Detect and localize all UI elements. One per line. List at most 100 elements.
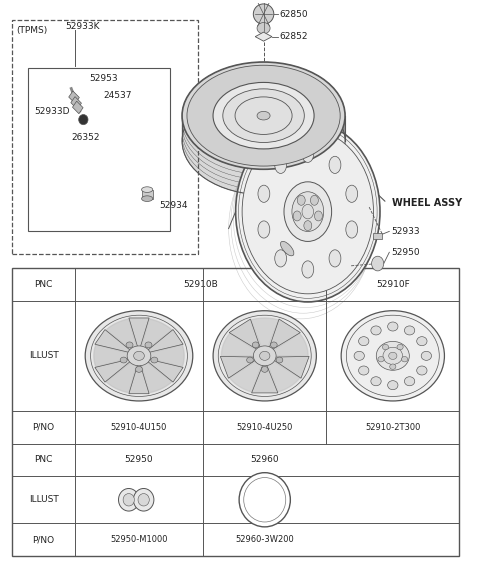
Ellipse shape	[182, 82, 345, 190]
Polygon shape	[139, 319, 172, 356]
Ellipse shape	[145, 342, 152, 348]
Ellipse shape	[120, 357, 127, 363]
Polygon shape	[252, 363, 278, 393]
Polygon shape	[251, 318, 279, 356]
Ellipse shape	[182, 72, 345, 180]
Polygon shape	[106, 319, 139, 356]
Ellipse shape	[372, 256, 384, 271]
Text: PNC: PNC	[35, 455, 53, 465]
Ellipse shape	[347, 315, 439, 397]
Ellipse shape	[236, 121, 380, 302]
Ellipse shape	[135, 367, 143, 372]
Ellipse shape	[213, 83, 314, 149]
Bar	[71, 97, 82, 109]
Ellipse shape	[346, 221, 358, 238]
Text: 52933D: 52933D	[35, 107, 70, 116]
Ellipse shape	[218, 315, 311, 397]
Polygon shape	[265, 333, 308, 356]
Ellipse shape	[329, 156, 341, 173]
Text: P/NO: P/NO	[33, 535, 55, 544]
Ellipse shape	[138, 494, 149, 506]
Text: PNC: PNC	[35, 280, 53, 289]
Ellipse shape	[276, 357, 283, 363]
Ellipse shape	[388, 322, 398, 331]
Ellipse shape	[127, 346, 151, 366]
Polygon shape	[95, 329, 132, 353]
Ellipse shape	[314, 211, 323, 221]
Ellipse shape	[275, 156, 287, 173]
Ellipse shape	[85, 311, 193, 401]
Ellipse shape	[187, 65, 340, 166]
Ellipse shape	[376, 341, 409, 371]
Ellipse shape	[417, 366, 427, 375]
Ellipse shape	[223, 89, 304, 142]
Ellipse shape	[389, 352, 397, 360]
Ellipse shape	[311, 196, 318, 205]
Ellipse shape	[244, 478, 286, 522]
Ellipse shape	[359, 366, 369, 375]
Polygon shape	[139, 344, 184, 367]
Ellipse shape	[388, 381, 398, 390]
Ellipse shape	[292, 192, 324, 231]
Ellipse shape	[371, 377, 381, 386]
Ellipse shape	[257, 111, 270, 120]
Ellipse shape	[378, 356, 384, 362]
Polygon shape	[255, 32, 272, 41]
Ellipse shape	[297, 196, 305, 205]
Polygon shape	[129, 318, 149, 349]
Ellipse shape	[133, 488, 154, 511]
Ellipse shape	[151, 357, 158, 363]
Ellipse shape	[247, 357, 253, 363]
Ellipse shape	[142, 196, 153, 201]
Ellipse shape	[271, 342, 277, 348]
Ellipse shape	[293, 211, 301, 221]
Ellipse shape	[397, 344, 403, 350]
Text: 52953: 52953	[89, 74, 118, 83]
Polygon shape	[229, 356, 265, 392]
Ellipse shape	[182, 62, 345, 169]
Ellipse shape	[275, 250, 287, 267]
Ellipse shape	[119, 488, 139, 511]
Text: 52950-M1000: 52950-M1000	[110, 535, 168, 544]
Text: 24537: 24537	[103, 91, 132, 100]
Text: 52910F: 52910F	[376, 280, 409, 289]
Text: 52933K: 52933K	[66, 22, 100, 31]
Bar	[373, 233, 383, 239]
Text: 62852: 62852	[280, 32, 308, 41]
Ellipse shape	[401, 356, 408, 362]
Polygon shape	[139, 356, 172, 393]
Text: 52910-4U150: 52910-4U150	[111, 423, 167, 431]
Ellipse shape	[182, 62, 345, 169]
Polygon shape	[220, 356, 257, 378]
Polygon shape	[272, 356, 309, 378]
Ellipse shape	[284, 182, 332, 242]
Text: P/NO: P/NO	[33, 423, 55, 431]
Ellipse shape	[133, 351, 144, 360]
Ellipse shape	[262, 367, 268, 372]
Ellipse shape	[258, 185, 270, 202]
Ellipse shape	[302, 145, 314, 162]
Ellipse shape	[346, 185, 358, 202]
Polygon shape	[269, 319, 300, 351]
Bar	[142, 190, 153, 198]
Ellipse shape	[329, 250, 341, 267]
Ellipse shape	[390, 364, 396, 369]
Ellipse shape	[182, 67, 345, 174]
Ellipse shape	[142, 187, 153, 193]
Ellipse shape	[359, 337, 369, 345]
Ellipse shape	[253, 4, 274, 25]
Polygon shape	[106, 356, 139, 393]
Polygon shape	[229, 319, 261, 351]
Text: 52910-2T300: 52910-2T300	[365, 423, 420, 431]
Ellipse shape	[242, 129, 373, 294]
Ellipse shape	[260, 351, 270, 360]
Ellipse shape	[417, 337, 427, 345]
Ellipse shape	[239, 473, 290, 527]
Ellipse shape	[405, 377, 415, 386]
Bar	[72, 101, 83, 114]
Ellipse shape	[213, 311, 316, 401]
Text: 52910B: 52910B	[183, 280, 218, 289]
Text: 52933: 52933	[392, 227, 420, 236]
Ellipse shape	[302, 261, 314, 278]
Ellipse shape	[123, 494, 134, 506]
